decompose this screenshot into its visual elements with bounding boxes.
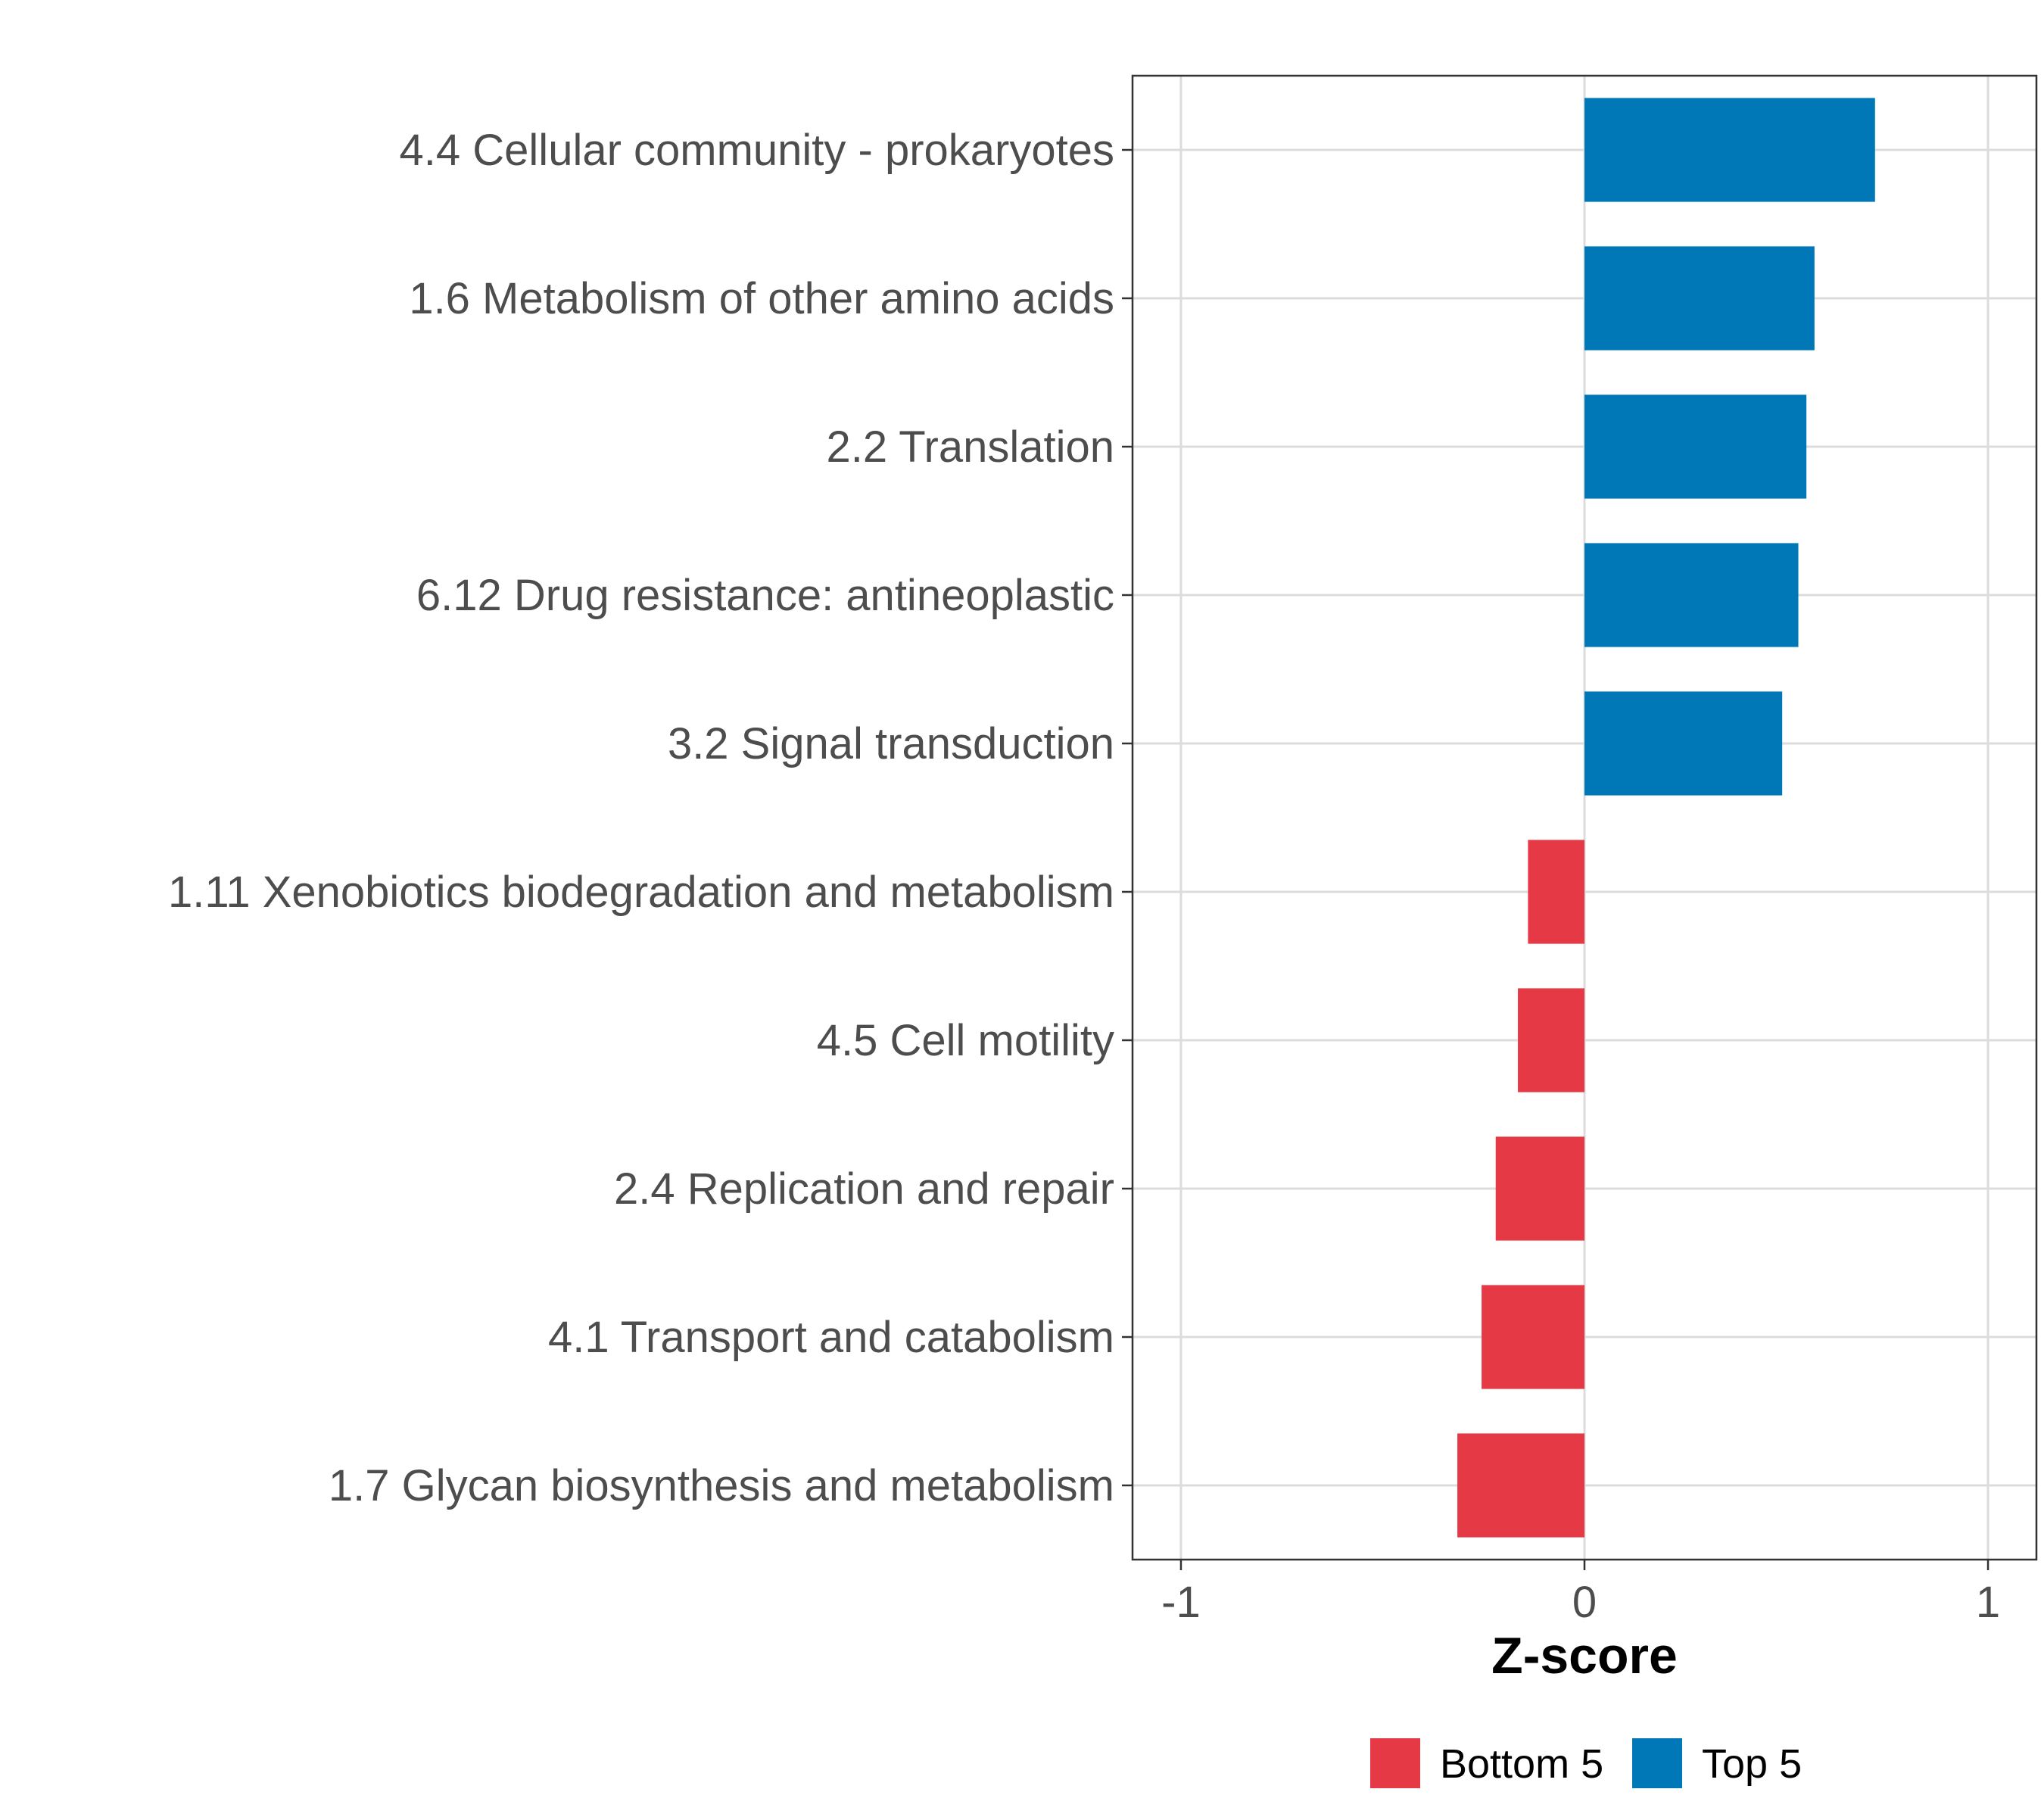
y-tick-label: 4.1 Transport and catabolism (548, 1313, 1114, 1362)
legend-key (1632, 1738, 1682, 1788)
bar (1457, 1433, 1584, 1538)
y-tick-label: 4.5 Cell motility (817, 1016, 1114, 1065)
y-tick-label: 6.12 Drug resistance: antineoplastic (416, 571, 1114, 620)
y-tick-label: 3.2 Signal transduction (668, 719, 1114, 768)
bar (1495, 1136, 1584, 1241)
legend-label: Bottom 5 (1440, 1741, 1603, 1787)
legend: Bottom 5 Top 5 (1370, 1738, 1802, 1788)
y-tick-label: 2.2 Translation (827, 422, 1114, 472)
legend-label: Top 5 (1702, 1741, 1802, 1787)
bar (1584, 246, 1815, 351)
bar (1584, 98, 1875, 202)
y-tick-label: 1.6 Metabolism of other amino acids (409, 274, 1114, 323)
label-layer: -1 0 1 4.4 Cellular community - prokaryotes… (168, 126, 2000, 1627)
y-tick-label: 1.7 Glycan biosynthesis and metabolism (329, 1461, 1114, 1510)
bar (1584, 691, 1783, 796)
x-tick-label: 1 (1976, 1578, 2000, 1627)
y-tick-label: 4.4 Cellular community - prokaryotes (400, 126, 1114, 175)
x-tick-label: -1 (1161, 1578, 1201, 1627)
bar (1584, 394, 1807, 499)
y-tick-label: 1.11 Xenobiotics biodegradation and meta… (168, 868, 1114, 917)
bar (1482, 1285, 1584, 1389)
x-axis-title: Z-score (1491, 1627, 1678, 1685)
legend-key (1370, 1738, 1420, 1788)
bar (1584, 543, 1799, 647)
tick-layer (1122, 148, 1989, 1570)
bar-layer (1457, 98, 1875, 1538)
bar (1528, 840, 1584, 944)
bar (1518, 988, 1584, 1092)
x-tick-label: 0 (1572, 1578, 1597, 1627)
y-tick-label: 2.4 Replication and repair (614, 1164, 1114, 1214)
